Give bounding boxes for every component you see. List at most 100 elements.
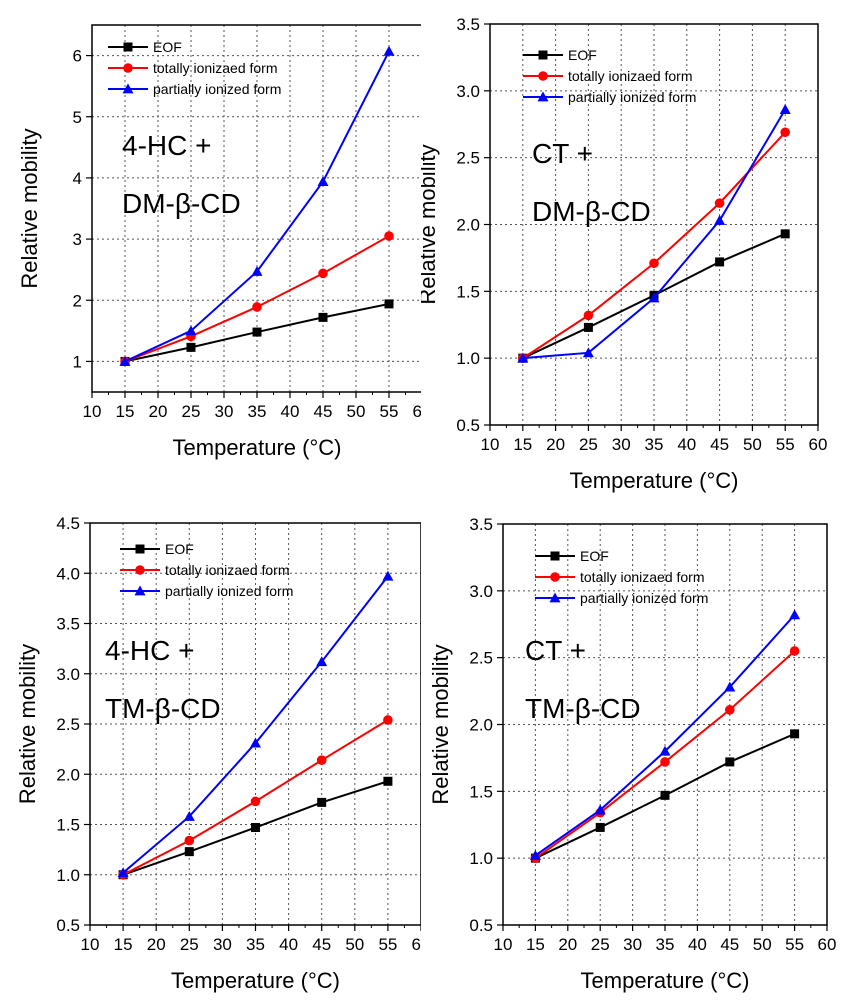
y-tick-label: 0.5 [456,416,480,435]
x-tick-label: 15 [513,435,532,454]
chart-panel-1: 1015202530354045505560123456Temperature … [17,24,421,460]
series-triangle [117,570,394,878]
series-triangle [529,609,801,860]
x-tick-label: 35 [645,435,664,454]
x-tick-label: 50 [347,402,366,421]
data-point [529,849,541,860]
legend-marker [537,91,549,102]
data-point [183,810,195,821]
x-tick-label: 45 [720,935,739,954]
legend-marker [135,565,145,575]
data-point [789,609,801,620]
data-point [384,299,394,309]
y-axis-label: Relative mobility [15,644,40,804]
data-point [184,847,194,857]
series-circle [518,127,790,363]
x-tick-label: 25 [591,935,610,954]
data-point [316,656,328,667]
y-tick-label: 3.5 [469,515,493,534]
x-tick-label: 60 [412,935,421,954]
legend-label: totally ionizaed form [568,68,693,84]
legend-marker [135,544,145,554]
legend: EOF totally ionizaed form partially ionize… [108,39,281,97]
panel-annotation: CT + [525,635,586,666]
x-tick-label: 20 [558,935,577,954]
data-point [119,355,131,366]
data-point [724,681,736,692]
y-tick-label: 2.0 [456,216,480,235]
series-triangle [119,45,395,366]
legend: EOF totally ionizaed form partially ionize… [120,541,293,599]
legend-label: partially ionized form [580,590,708,606]
data-point [186,342,196,352]
y-tick-label: 2.5 [456,149,480,168]
x-tick-label: 40 [688,935,707,954]
x-tick-label: 15 [116,402,135,421]
data-point [384,231,394,241]
legend-label: partially ionized form [568,89,696,105]
x-tick-label: 20 [147,935,166,954]
data-point [582,347,594,358]
legend-marker [550,551,560,561]
data-point [383,776,393,786]
x-axis-label: Temperature (°C) [581,968,750,993]
legend-label: EOF [165,541,194,557]
y-tick-label: 5 [73,108,82,127]
chart-panel-3: 10 15 20 25 30 35 40 45 50 55 60 0.5 1.0 1.5 2.0 2.5 3.0… [15,514,421,993]
x-axis-label: Temperature (°C) [570,468,739,493]
chart-panel-2: 10 15 20 25 30 35 40 45 50 55 60 0.5 1.0 1.5 2.0 2.5 3.0… [421,15,827,493]
chart-panel-4: 10 15 20 25 30 35 40 45 50 55 60 0.5 1.0 1.5 2.0 2.5 3.0… [428,515,837,993]
data-point [184,835,195,846]
data-point [250,737,261,748]
data-point [780,229,790,239]
x-axis-label: Temperature (°C) [171,968,340,993]
x-tick-label: 20 [149,402,168,421]
data-point [583,310,594,321]
legend-marker [123,42,133,52]
data-point [780,127,790,138]
x-tick-label: 50 [743,435,762,454]
data-point [660,790,670,800]
y-tick-label: 2.0 [469,716,493,735]
x-tick-label: 20 [546,435,565,454]
legend-marker [538,71,548,81]
x-tick-label: 60 [818,935,837,954]
data-point [316,755,327,765]
data-point [715,257,725,267]
y-tick-label: 1.0 [469,849,493,868]
data-point [250,796,261,807]
legend-label: partially ionized form [165,583,293,599]
y-tick-label: 1.5 [456,282,480,301]
x-tick-label: 15 [526,935,545,954]
legend-marker [122,83,134,94]
x-tick-label: 40 [677,435,696,454]
x-tick-label: 30 [213,935,232,954]
y-axis-label: Relative mobility [17,128,42,288]
x-tick-label: 45 [312,935,331,954]
x-tick-label: 25 [180,935,199,954]
x-tick-label: 30 [215,402,234,421]
data-point [252,302,262,312]
series-triangle [517,104,791,363]
legend-label: partially ionized form [153,81,281,97]
y-tick-label: 1.0 [456,349,480,368]
x-tick-label: 40 [279,935,298,954]
data-point [317,176,329,186]
legend: EOF totally ionizaed form partially ionize… [523,47,696,105]
data-point [660,757,670,767]
data-point [789,646,800,656]
data-point [251,823,260,833]
y-tick-label: 4.0 [56,564,80,583]
x-tick-label: 45 [314,402,333,421]
x-tick-label: 10 [83,402,102,421]
legend-label: totally ionizaed form [580,569,705,585]
x-tick-label: 30 [623,935,642,954]
data-point [517,352,529,363]
data-point [583,322,593,332]
y-tick-label: 0.5 [56,916,80,935]
y-tick-label: 1.5 [56,816,80,835]
data-point [318,312,328,322]
y-tick-label: 2.5 [469,649,493,668]
panel-annotation: TM-β-CD [525,693,641,724]
